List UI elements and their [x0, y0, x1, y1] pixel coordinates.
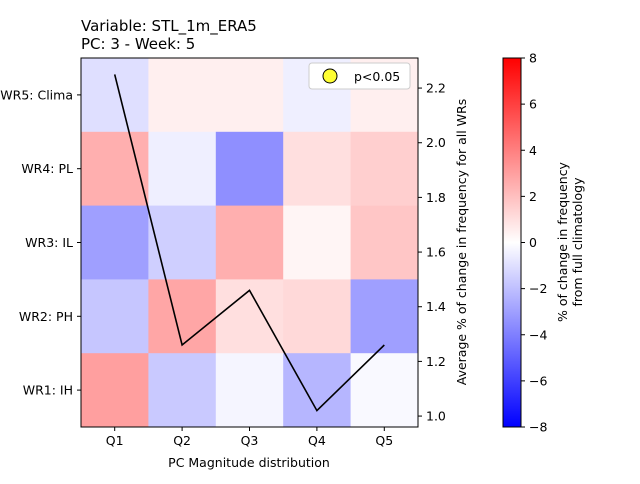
heatmap-cell — [215, 58, 284, 133]
right-axis-tick-label: 1.4 — [426, 299, 446, 314]
y-tick-label: WR2: PH — [19, 309, 73, 324]
right-axis-tick-label: 2.2 — [426, 81, 446, 96]
legend-box — [308, 62, 411, 90]
colorbar-tick-label: −2 — [529, 281, 547, 296]
colorbar-label-line-2: from full climatology — [570, 177, 585, 307]
x-tick-label: Q2 — [173, 433, 191, 448]
chart-title-line-1: Variable: STL_1m_ERA5 — [81, 17, 257, 36]
chart-title-line-2: PC: 3 - Week: 5 — [81, 35, 195, 53]
y-tick-label: WR3: IL — [25, 235, 73, 250]
right-axis-label: Average % of change in frequency for all… — [454, 99, 469, 386]
x-tick-label: Q1 — [106, 433, 124, 448]
y-category-axis: WR5: Clima WR4: PL WR3: IL WR2: PH WR1: IH — [0, 87, 81, 398]
right-axis-tick-label: 1.6 — [426, 245, 446, 260]
x-tick-label: Q5 — [375, 433, 393, 448]
x-tick-label: Q4 — [308, 433, 326, 448]
legend-label-significance: p<0.05 — [354, 69, 400, 84]
legend-marker-significance — [322, 68, 338, 84]
heatmap-cell — [215, 353, 284, 428]
y-tick-label: WR4: PL — [21, 161, 73, 176]
y-tick-label: WR5: Clima — [0, 87, 73, 102]
heatmap-cell — [283, 205, 352, 280]
colorbar-tick-label: −8 — [529, 420, 547, 435]
heatmap-cell — [350, 131, 419, 207]
heatmap-cell — [81, 279, 149, 354]
average-change-line — [113, 74, 385, 412]
heatmap-cell — [148, 131, 217, 207]
heatmap-cell — [148, 205, 217, 280]
right-axis-tick-label: 1.2 — [426, 354, 446, 369]
colorbar-ticks: −8 −6 −4 −2 0 2 4 6 8 — [521, 51, 547, 435]
colorbar — [502, 57, 522, 428]
x-category-axis: Q1 Q2 Q3 Q4 Q5 — [106, 427, 393, 448]
heatmap-cell — [350, 205, 419, 280]
x-axis-label: PC Magnitude distribution — [168, 455, 330, 470]
heatmap-cell — [81, 353, 149, 428]
heatmap-cell — [215, 205, 284, 280]
heatmap-cell — [148, 279, 217, 354]
heatmap-cell — [350, 279, 419, 354]
right-axis-tick-label: 1.8 — [426, 190, 446, 205]
right-axis-tick-label: 2.0 — [426, 135, 446, 150]
heatmap-cells — [81, 58, 419, 428]
colorbar-tick-label: 0 — [529, 235, 537, 250]
colorbar-tick-label: −6 — [529, 373, 547, 388]
colorbar-label-line-1: % of change in frequency — [555, 161, 570, 322]
colorbar-tick-label: 2 — [529, 189, 537, 204]
colorbar-tick-label: 6 — [529, 97, 537, 112]
heatmap-cell — [283, 279, 352, 354]
heatmap-cell — [350, 353, 419, 428]
heatmap-cell — [283, 131, 352, 207]
y-tick-label: WR1: IH — [23, 383, 73, 398]
colorbar-tick-label: 4 — [529, 143, 537, 158]
right-axis-tick-label: 1.0 — [426, 409, 446, 424]
heatmap-cell — [81, 205, 149, 280]
x-tick-label: Q3 — [241, 433, 259, 448]
right-axis-ticks: 1.0 1.2 1.4 1.6 1.8 2.0 2.2 — [418, 81, 446, 424]
legend: p<0.05 — [308, 62, 411, 90]
heatmap-cell — [148, 58, 217, 133]
heatmap-cell — [81, 58, 149, 133]
heatmap-cell — [215, 131, 284, 207]
heatmap-cell — [283, 353, 352, 428]
colorbar-tick-label: −4 — [529, 327, 547, 342]
heatmap-cell — [148, 353, 217, 428]
colorbar-tick-label: 8 — [529, 51, 537, 66]
